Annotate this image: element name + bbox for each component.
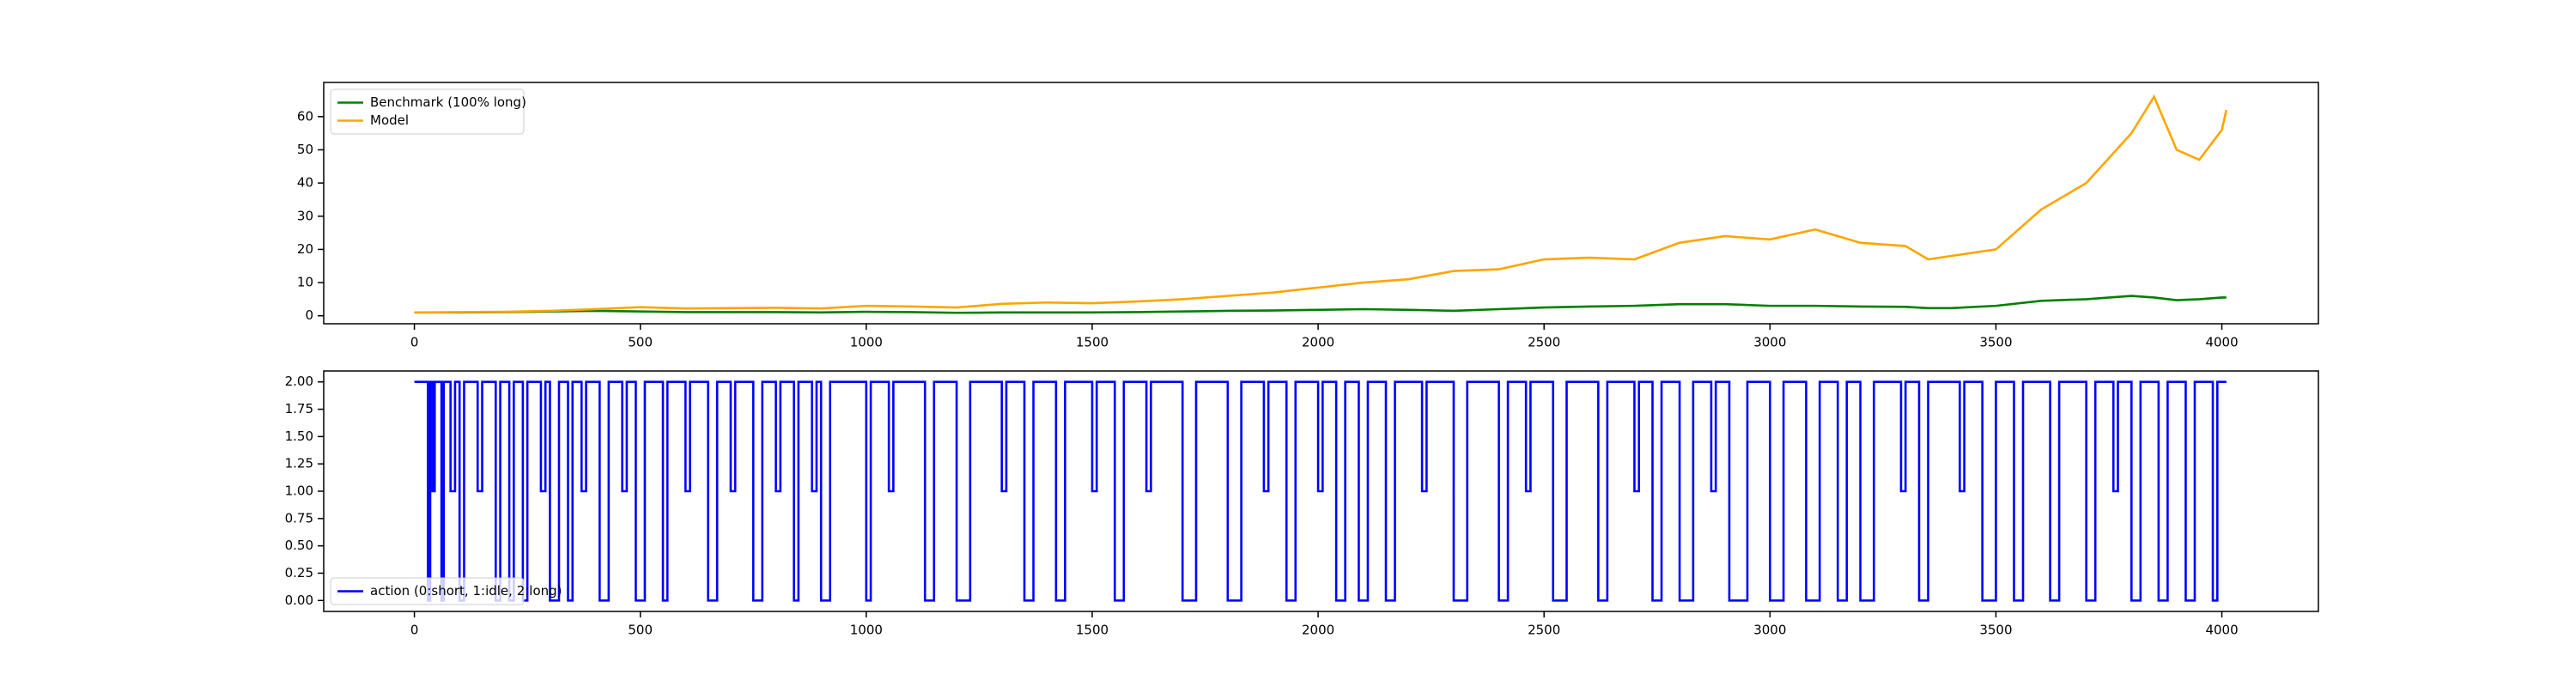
y-tick-label: 50 [297, 142, 313, 157]
x-tick-label: 3000 [1753, 623, 1786, 638]
x-tick-label: 1500 [1076, 335, 1109, 350]
x-tick-label: 2000 [1302, 335, 1334, 350]
y-tick-label: 0 [305, 307, 313, 323]
legend-label: action (0:short, 1:idle, 2:long) [370, 583, 562, 599]
x-tick-label: 500 [628, 335, 653, 350]
x-tick-label: 2500 [1528, 335, 1560, 350]
x-tick-label: 3500 [1979, 623, 2012, 638]
axes-frame [323, 82, 2319, 325]
x-tick-label: 0 [410, 623, 419, 638]
series-line [414, 295, 2227, 314]
y-tick-label: 0.50 [285, 538, 313, 553]
y-tick-label: 1.50 [285, 429, 313, 444]
x-tick-label: 2000 [1302, 623, 1334, 638]
x-tick-label: 1000 [850, 623, 883, 638]
legend-label: Model [370, 112, 409, 128]
series-line [414, 94, 2228, 314]
y-tick-label: 60 [297, 108, 313, 124]
y-tick-label: 1.25 [285, 456, 313, 471]
x-tick-label: 4000 [2205, 623, 2238, 638]
x-tick-label: 500 [628, 623, 653, 638]
y-tick-label: 2.00 [285, 374, 313, 389]
x-tick-label: 1500 [1076, 623, 1109, 638]
legend-box [330, 577, 525, 605]
y-tick-label: 0.25 [285, 565, 313, 581]
y-tick-label: 1.75 [285, 401, 313, 416]
legend-label: Benchmark (100% long) [370, 94, 526, 110]
y-tick-label: 30 [297, 208, 313, 223]
x-tick-label: 1000 [850, 335, 883, 350]
y-tick-label: 1.00 [285, 483, 313, 499]
x-tick-label: 0 [410, 335, 419, 350]
axes-frame [323, 370, 2319, 612]
x-tick-label: 3000 [1753, 335, 1786, 350]
x-tick-label: 4000 [2205, 335, 2238, 350]
y-tick-label: 40 [297, 175, 313, 191]
y-tick-label: 10 [297, 275, 313, 290]
y-tick-label: 0.75 [285, 510, 313, 526]
legend-box [330, 88, 525, 135]
y-tick-label: 20 [297, 241, 313, 257]
series-line [414, 380, 2227, 602]
x-tick-label: 3500 [1979, 335, 2012, 350]
y-tick-label: 0.00 [285, 593, 313, 608]
x-tick-label: 2500 [1528, 623, 1560, 638]
